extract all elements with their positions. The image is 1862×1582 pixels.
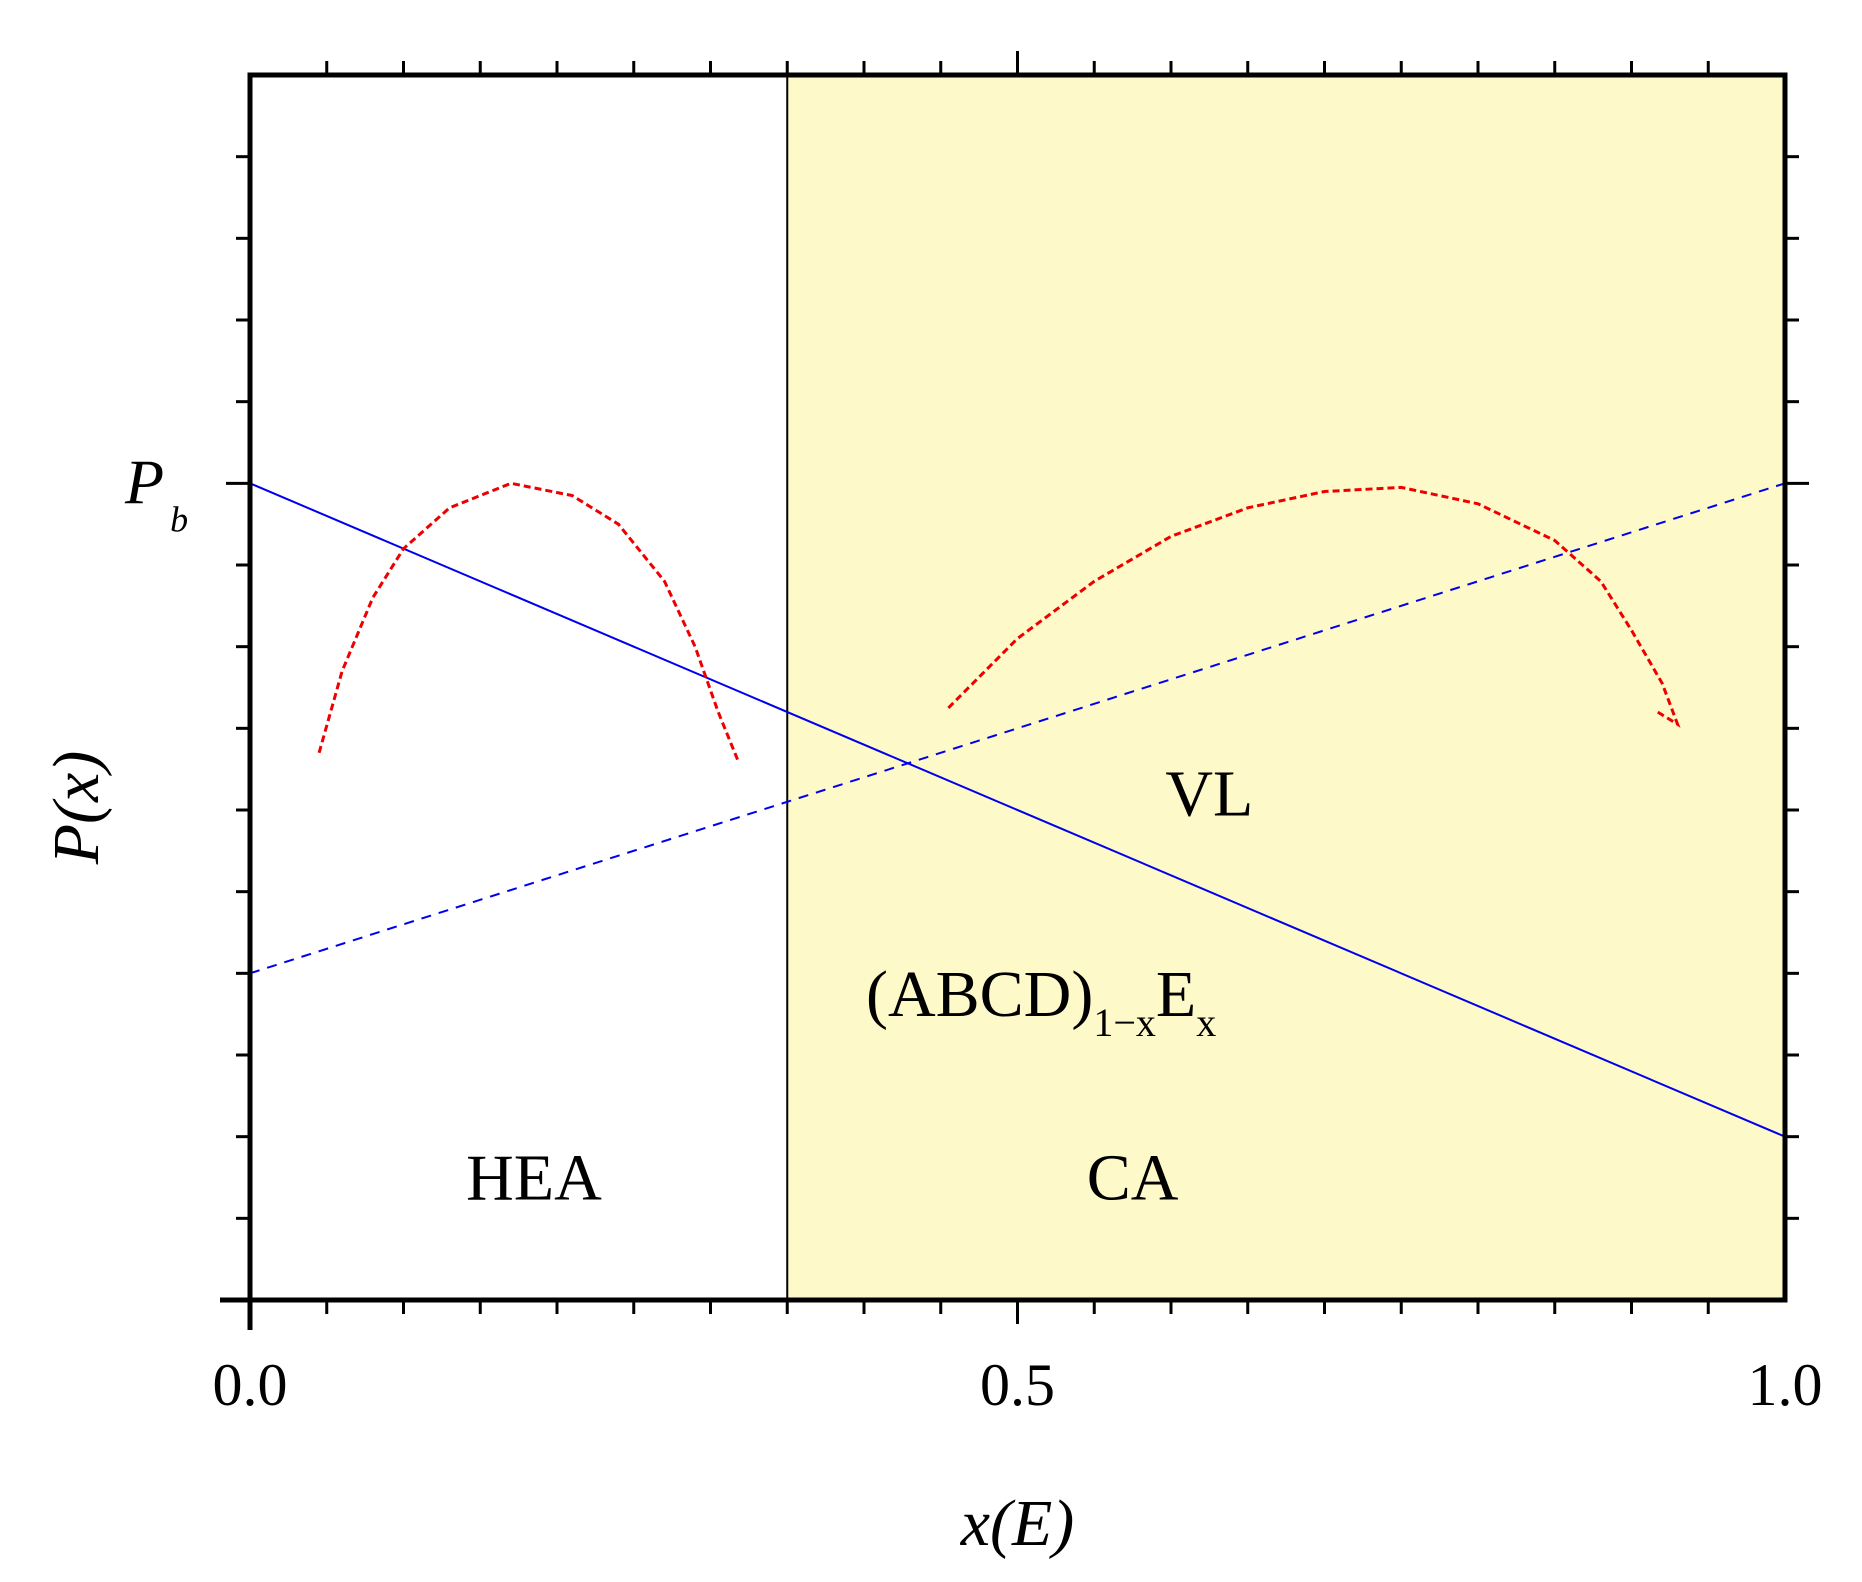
region-label-vl: VL	[1165, 758, 1253, 831]
x-tick-label: 0.5	[980, 1352, 1055, 1418]
series-right-arc	[947, 485, 1681, 728]
region-label-hea: HEA	[466, 1142, 602, 1215]
x-tick-label: 1.0	[1748, 1352, 1823, 1418]
formula-label: (ABCD)1−xEx	[866, 958, 1216, 1045]
y-axis-label: P(x)	[40, 751, 113, 866]
shaded-region-ca	[787, 75, 1785, 1300]
y-tick-label-pb: Pb	[124, 446, 188, 539]
series-left-arc	[317, 481, 740, 762]
x-tick-label: 0.0	[213, 1352, 288, 1418]
region-label-ca: CA	[1087, 1142, 1179, 1215]
x-axis-label: x(E)	[960, 1487, 1075, 1560]
series-solid-line	[249, 482, 1786, 1138]
